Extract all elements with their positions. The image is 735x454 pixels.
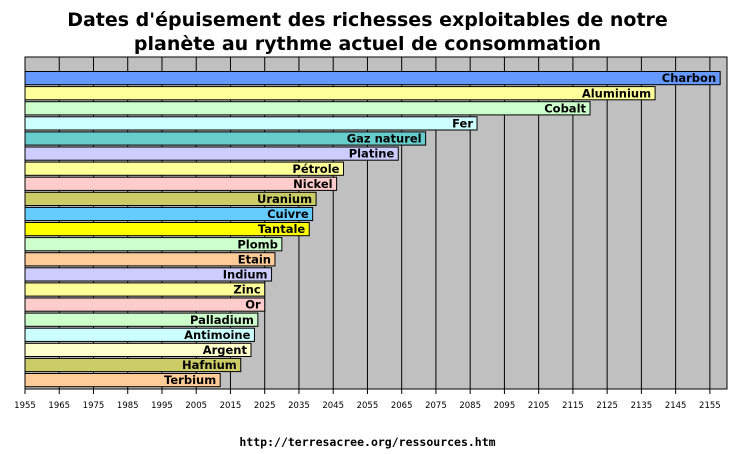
- bar: [24, 373, 221, 388]
- bar-label: Etain: [238, 252, 271, 266]
- x-tick-label: 2105: [528, 401, 550, 411]
- bar: [24, 101, 591, 116]
- bar-label: Zinc: [233, 283, 260, 297]
- bar: [24, 327, 255, 342]
- x-axis: 1955 1965 1975 1985 1995 2005 2015 2025 2035 2045…: [14, 388, 727, 411]
- bar: [24, 252, 276, 267]
- bar-label: Palladium: [190, 313, 254, 327]
- x-tick-label: 2035: [288, 401, 310, 411]
- bar-label: Cuivre: [267, 207, 309, 221]
- x-tick-label: 2025: [254, 401, 276, 411]
- bar-label: Pétrole: [292, 162, 339, 176]
- bar: [24, 191, 317, 207]
- x-tick-label: 2095: [494, 401, 516, 411]
- chart-title-line-1: Dates d'épuisement des richesses exploit…: [67, 9, 668, 31]
- bar: [24, 342, 252, 357]
- x-tick-label: 1985: [117, 401, 139, 411]
- bar-label: Argent: [203, 343, 248, 357]
- bar: [24, 357, 242, 373]
- bar: [24, 116, 478, 131]
- bar: [24, 71, 721, 86]
- bar: [24, 131, 427, 146]
- bar: [24, 297, 266, 312]
- x-tick-label: 2115: [562, 401, 584, 411]
- bar-label: Fer: [452, 117, 473, 131]
- bar-label: Uranium: [257, 192, 312, 206]
- bar: [24, 222, 310, 237]
- bar-label: Nickel: [293, 177, 332, 191]
- x-tick-label: 2135: [631, 401, 653, 411]
- bar: [24, 86, 656, 101]
- source-url[interactable]: http://terresacree.org/ressources.htm: [239, 435, 496, 449]
- bar-label: Cobalt: [544, 101, 586, 115]
- x-tick-label: 2015: [220, 401, 242, 411]
- x-tick-label: 1975: [83, 401, 105, 411]
- bar-label: Plomb: [237, 237, 278, 251]
- x-tick-label: 2145: [665, 401, 687, 411]
- x-tick-label: 1995: [151, 401, 173, 411]
- bar-label: Charbon: [662, 71, 716, 85]
- bar-label: Tantale: [258, 222, 306, 236]
- chart-title-line-2: planète au rythme actuel de consommation: [133, 33, 602, 55]
- x-tick-label: 2065: [391, 401, 413, 411]
- bar-label: Indium: [223, 268, 268, 282]
- x-tick-label: 2075: [425, 401, 447, 411]
- bar-label: Antimoine: [184, 328, 251, 342]
- x-tick-label: 2045: [322, 401, 344, 411]
- bar: [24, 237, 283, 252]
- x-tick-label: 1955: [14, 401, 36, 411]
- bar: [24, 161, 344, 176]
- x-tick-label: 2005: [185, 401, 207, 411]
- bar-label: Aluminium: [582, 86, 651, 100]
- bar: [24, 267, 273, 282]
- x-tick-label: 2125: [596, 401, 618, 411]
- bar: [24, 176, 338, 191]
- bar: [24, 146, 399, 161]
- x-tick-label: 2155: [699, 401, 721, 411]
- bar-label: Hafnium: [182, 358, 237, 372]
- bar: [24, 312, 259, 327]
- bar-label: Or: [245, 298, 261, 312]
- bar-label: Platine: [349, 147, 395, 161]
- x-tick-label: 2085: [459, 401, 481, 411]
- bar-label: Gaz naturel: [347, 132, 422, 146]
- bar: [24, 282, 266, 297]
- chart-title: Dates d'épuisement des richesses exploit…: [0, 8, 735, 56]
- bar: [24, 206, 314, 222]
- x-tick-label: 1965: [48, 401, 70, 411]
- x-tick-label: 2055: [357, 401, 379, 411]
- bar-label: Terbium: [164, 373, 216, 387]
